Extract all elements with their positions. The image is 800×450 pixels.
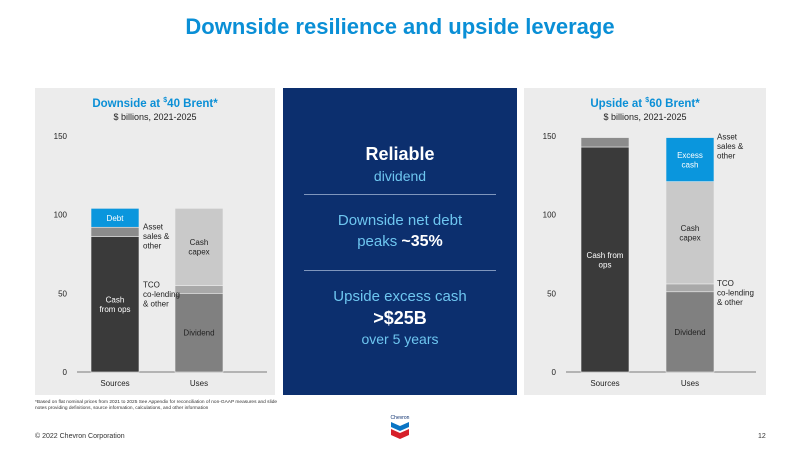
downside-label-asset-sales-other: Asset sales & other — [143, 222, 170, 250]
label-line: Dividend — [183, 329, 214, 338]
label-line: ops — [599, 260, 612, 269]
label-line: from ops — [99, 305, 130, 314]
label-line: Asset — [143, 222, 164, 231]
label-line: TCO — [717, 279, 734, 288]
downside-label-dividend: Dividend — [183, 329, 214, 338]
upside-bar-excess-cash — [665, 137, 715, 182]
y-tick-label: 100 — [54, 211, 68, 220]
y-tick-label: 100 — [543, 211, 557, 220]
divider-line — [304, 194, 496, 195]
label-line: Dividend — [674, 328, 705, 337]
label-line: other — [143, 241, 162, 250]
x-category-label: Uses — [681, 379, 699, 388]
downside-label-cash-from-ops: Cash from ops — [99, 296, 130, 315]
label-line: Cash — [190, 238, 209, 247]
x-category-label: Sources — [590, 379, 619, 388]
label-line: Cash — [106, 296, 125, 305]
upside-cash-text: Upside excess cash — [333, 288, 467, 305]
downside-bar-debt — [90, 208, 140, 228]
logo-text: Chevron — [391, 415, 410, 421]
x-category-label: Uses — [190, 379, 208, 388]
label-line: co-lending — [143, 290, 180, 299]
label-line: Excess — [677, 151, 703, 160]
y-tick-label: 0 — [552, 368, 557, 377]
upside-label-dividend: Dividend — [674, 328, 705, 337]
label-line: co-lending — [717, 288, 754, 297]
upside-label-excess-cash: Excess cash — [677, 151, 703, 170]
upside-bar-asset-sales-other — [580, 137, 630, 148]
slide-title: Downside resilience and upside leverage — [185, 14, 615, 39]
y-tick-label: 50 — [547, 289, 556, 298]
label-line: sales & — [143, 232, 170, 241]
dividend-text: dividend — [373, 168, 427, 184]
y-tick-label: 150 — [543, 132, 557, 141]
reliable-text: Reliable — [365, 144, 435, 164]
upside-chart-subtitle: $ billions, 2021-2025 — [603, 112, 687, 122]
upside-bar-dividend — [665, 291, 715, 373]
label-line: capex — [188, 248, 209, 257]
y-tick-label: 0 — [63, 368, 68, 377]
downside-chart-title: Downside at $40 Brent* — [92, 97, 218, 110]
page-number: 12 — [758, 433, 766, 440]
upside-label-asset-sales-other: Asset sales & other — [717, 133, 744, 161]
label-line: TCO — [143, 280, 160, 289]
copyright: © 2022 Chevron Corporation — [35, 433, 125, 440]
label-line: other — [717, 152, 736, 161]
label-line: Debt — [107, 214, 125, 223]
y-tick-label: 50 — [58, 289, 67, 298]
divider-line — [304, 270, 496, 271]
logo-chevron-bottom — [391, 429, 409, 439]
label-line: cash — [682, 160, 699, 169]
label-line: Cash — [681, 224, 700, 233]
downside-label-tco-co-lending-other: TCO co-lending & other — [143, 280, 180, 308]
label-line: Asset — [717, 133, 738, 142]
upside-bar-cash-capex — [665, 181, 715, 285]
y-tick-label: 150 — [54, 132, 68, 141]
downside-chart-panel: Downside at $40 Brent* $ billions, 2021-… — [35, 88, 275, 395]
label-line: sales & — [717, 142, 744, 151]
downside-bar-cash-from-ops — [90, 236, 140, 373]
downside-label-debt: Debt — [107, 214, 125, 223]
chevron-logo: Chevron — [391, 415, 410, 439]
downside-bar-cash-capex — [174, 208, 224, 286]
label-line: capex — [679, 234, 700, 243]
label-line: Cash from — [587, 251, 624, 260]
footnote: *Based on flat nominal prices from 2021 … — [35, 400, 278, 411]
downside-chart-subtitle: $ billions, 2021-2025 — [113, 112, 197, 122]
logo-chevron-top — [391, 422, 409, 431]
upside-chart-panel: Upside at $60 Brent* $ billions, 2021-20… — [524, 88, 766, 395]
upside-label-cash-from-ops: Cash from ops — [587, 251, 624, 269]
upside-chart: 0 50 100 150 Cash from ops Asset sales & other Di… — [543, 132, 756, 388]
downside-bar-asset-sales-other — [90, 226, 140, 237]
downside-bar-tco-co-lending-other — [174, 285, 224, 294]
net-debt-text: Downside net debt — [337, 212, 463, 229]
upside-cash-period: over 5 years — [361, 331, 439, 347]
net-debt-peaks: peaks ~35% — [357, 233, 443, 250]
upside-bar-tco-co-lending-other — [665, 283, 715, 293]
key-messages-box: Reliable dividend Downside net debt peak… — [283, 88, 517, 395]
upside-cash-value: >$25B — [373, 308, 427, 328]
downside-bar-dividend — [174, 293, 224, 373]
upside-label-cash-capex: Cash capex — [679, 224, 700, 243]
label-line: & other — [717, 298, 743, 307]
upside-label-tco-co-lending-other: TCO co-lending & other — [717, 279, 754, 307]
upside-chart-title: Upside at $60 Brent* — [590, 97, 700, 110]
net-debt-value: ~35% — [401, 233, 443, 250]
downside-label-cash-capex: Cash capex — [188, 238, 209, 256]
x-category-label: Sources — [100, 379, 129, 388]
label-line: & other — [143, 299, 169, 308]
